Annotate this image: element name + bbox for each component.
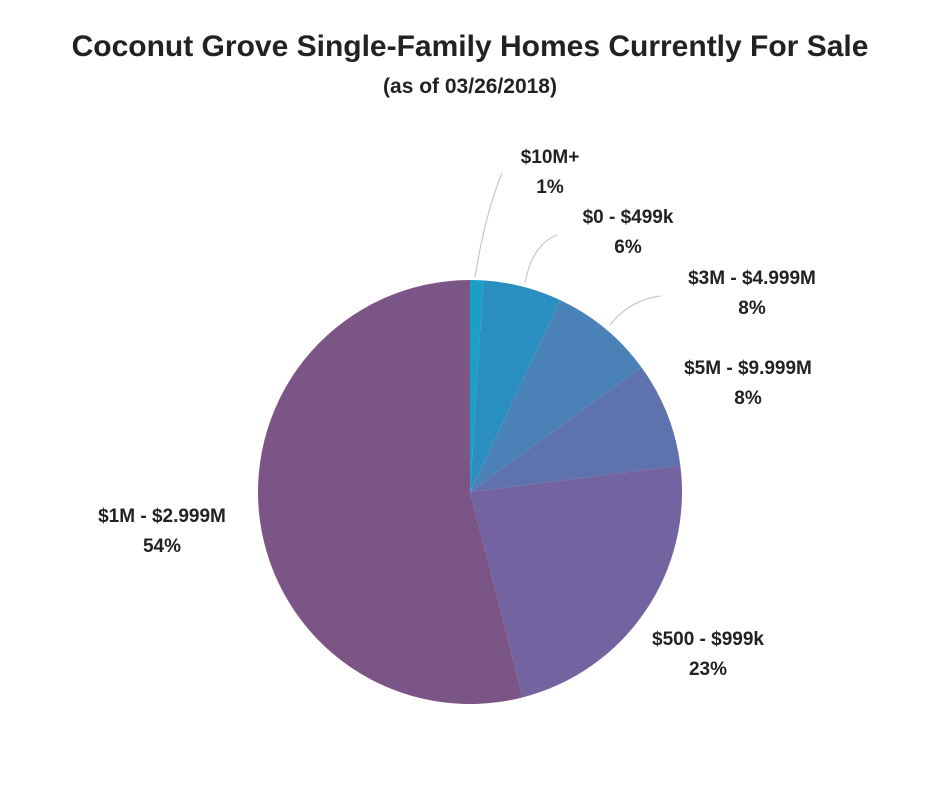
pie-slice xyxy=(470,280,484,492)
slice-label: $5M - $9.999M xyxy=(684,358,812,379)
pie-slice xyxy=(470,367,681,492)
pie-slice xyxy=(257,280,523,704)
slice-percent-label: 1% xyxy=(536,177,564,198)
slice-percent-label: 23% xyxy=(689,659,727,680)
leader-line xyxy=(524,234,558,284)
slice-label: $3M - $4.999M xyxy=(688,268,816,289)
chart-title: Coconut Grove Single-Family Homes Curren… xyxy=(71,30,869,63)
leader-line xyxy=(609,295,661,326)
slice-label: $0 - $499k xyxy=(583,207,674,228)
slice-percent-label: 54% xyxy=(143,536,181,557)
pie-slice xyxy=(470,280,561,492)
pie-slice xyxy=(470,300,642,492)
chart-subtitle: (as of 03/26/2018) xyxy=(383,75,557,98)
slice-label: $1M - $2.999M xyxy=(98,506,226,527)
slice-percent-label: 6% xyxy=(614,237,642,258)
pie-slice xyxy=(470,465,683,698)
slice-percent-label: 8% xyxy=(734,388,762,409)
leader-line xyxy=(474,172,503,278)
slice-label: $500 - $999k xyxy=(652,629,764,650)
slice-label: $10M+ xyxy=(521,147,580,168)
slice-percent-label: 8% xyxy=(738,298,766,319)
